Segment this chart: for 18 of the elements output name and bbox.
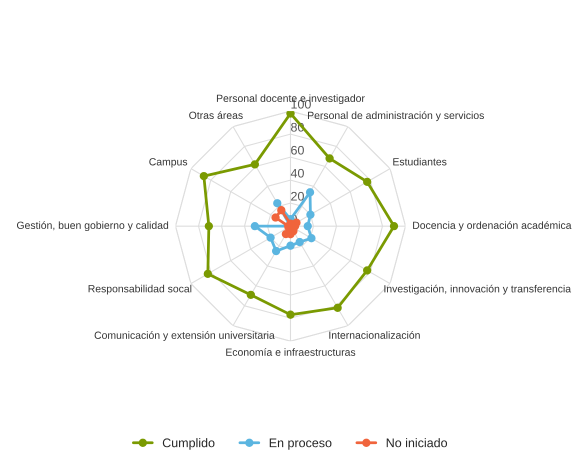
spoke-label: Docencia y ordenación académica [413,221,572,232]
y-tick-label: 100 [291,100,311,109]
spoke-label: Otras áreas [189,111,243,119]
legend-label: En proceso [270,438,332,450]
spoke-label: Investigación, innovación y transferencia [384,284,572,295]
y-tick-label: 60 [291,146,304,155]
legend-label: No iniciado [386,438,448,448]
spoke-label: Estudiantes [393,158,446,166]
legend-label: Cumplido [162,438,214,450]
y-tick-label: 40 [290,168,304,178]
spoke-label: Campus [149,158,188,168]
spoke-label: Responsabilidad socal [88,284,192,294]
spoke-label: Economía e infraestructuras [226,348,356,356]
spoke-label: Comunicación y extensión universitaria [94,331,275,341]
spoke-label: Personal de administración y servicios [308,111,484,122]
spoke-label: Internacionalización [329,331,420,339]
spoke-label: Gestión, buen gobierno y calidad [16,221,168,232]
y-tick-label: 20 [291,192,304,201]
